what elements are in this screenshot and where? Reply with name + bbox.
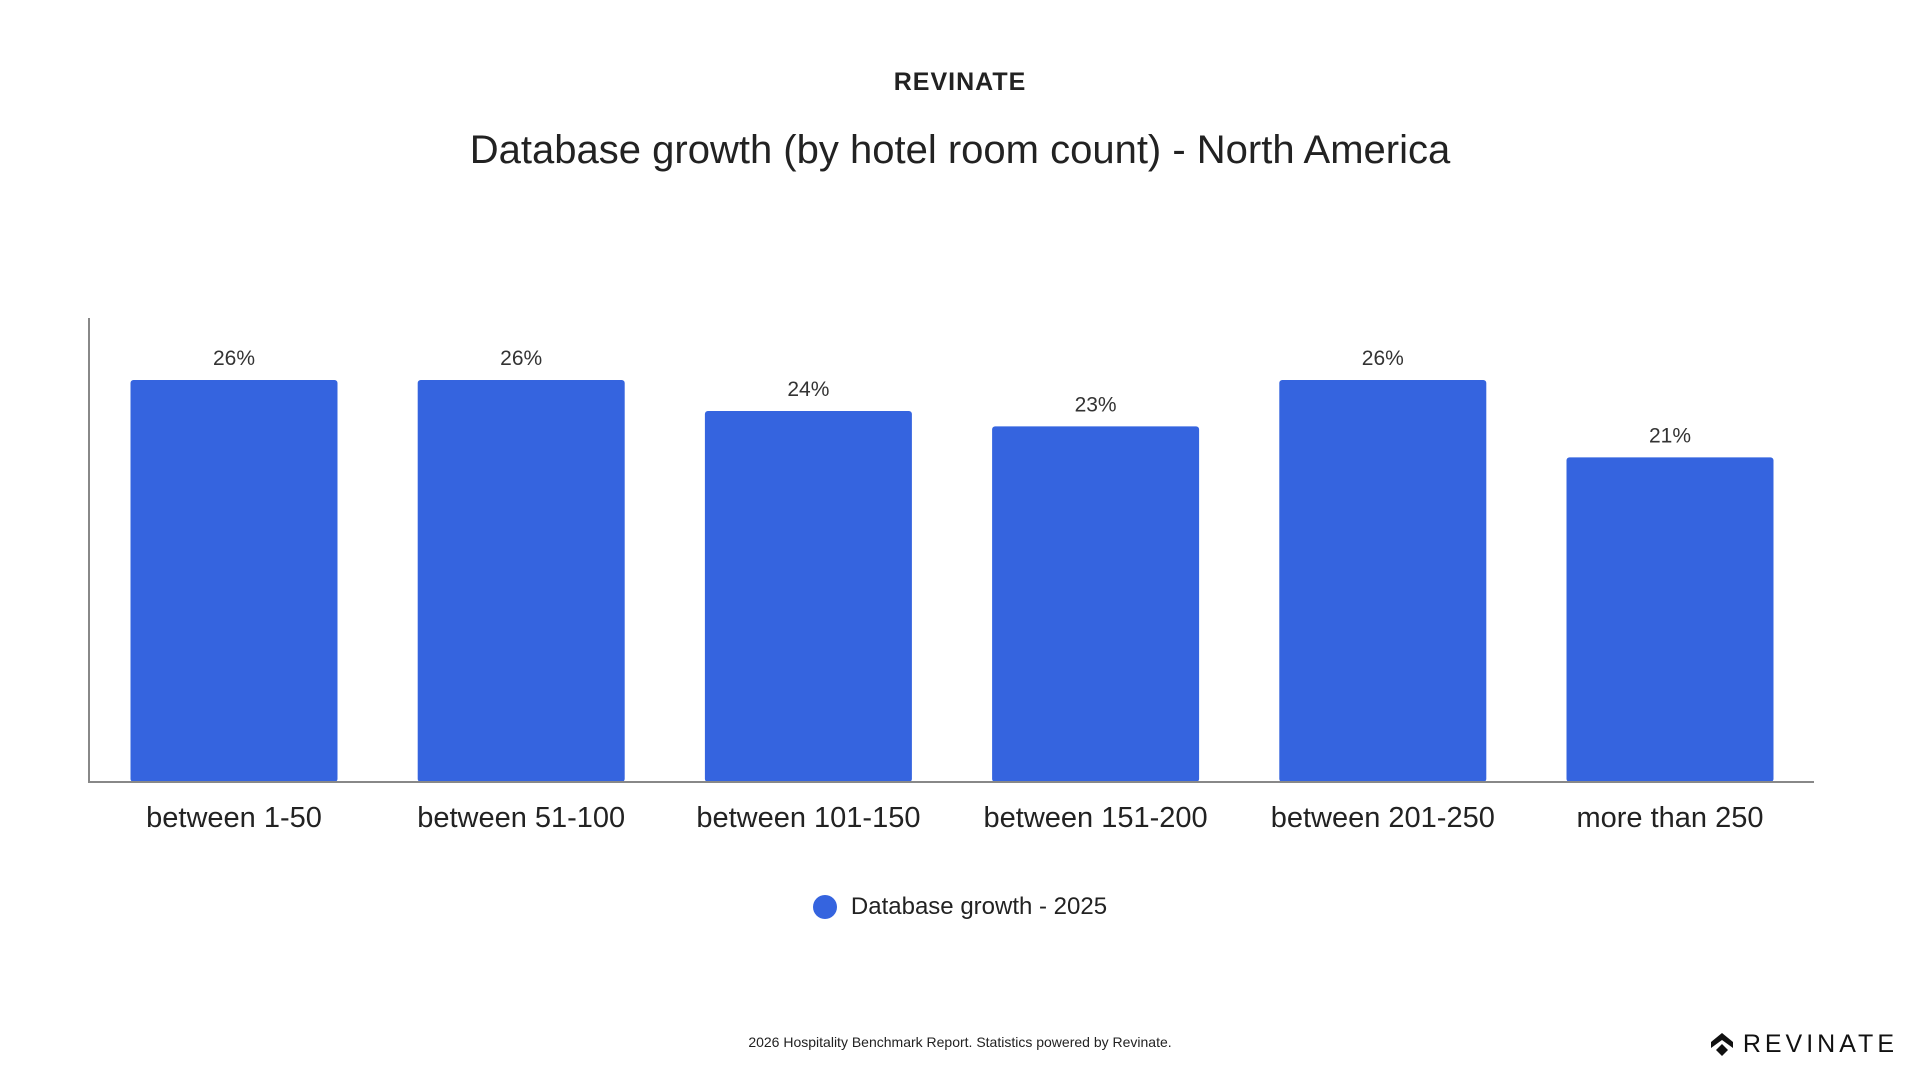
revinate-logo: REVINATE <box>1710 1030 1898 1059</box>
legend-label: Database growth - 2025 <box>850 893 1108 920</box>
bar <box>1279 380 1487 782</box>
category-label: between 101-150 <box>696 802 920 834</box>
category-label: between 51-100 <box>417 802 625 834</box>
footer-note: 2026 Hospitality Benchmark Report. Stati… <box>748 1034 1172 1050</box>
category-label: between 1-50 <box>146 802 322 834</box>
bar <box>1566 457 1774 782</box>
category-label: between 201-250 <box>1271 802 1495 834</box>
revinate-logo-icon <box>1710 1032 1733 1056</box>
chart-title: Database growth (by hotel room count) - … <box>469 128 1451 172</box>
category-label: more than 250 <box>1576 802 1763 834</box>
bar <box>130 380 338 782</box>
value-label: 24% <box>787 378 829 401</box>
legend: Database growth - 2025 <box>0 893 1920 921</box>
logo-text: REVINATE <box>1742 1030 1898 1058</box>
legend-marker <box>812 895 837 919</box>
value-label: 21% <box>1649 424 1691 447</box>
bar-chart: 26% between 1-50 26% between 51-100 24% betwe… <box>88 318 1814 834</box>
brand-heading: REVINATE <box>893 68 1027 96</box>
value-label: 26% <box>213 347 255 370</box>
value-label: 23% <box>1075 393 1117 416</box>
value-label: 26% <box>1362 347 1404 370</box>
bar <box>992 426 1200 782</box>
value-label: 26% <box>500 347 542 370</box>
bar <box>704 410 912 782</box>
bar <box>417 380 625 782</box>
category-label: between 151-200 <box>984 802 1208 834</box>
